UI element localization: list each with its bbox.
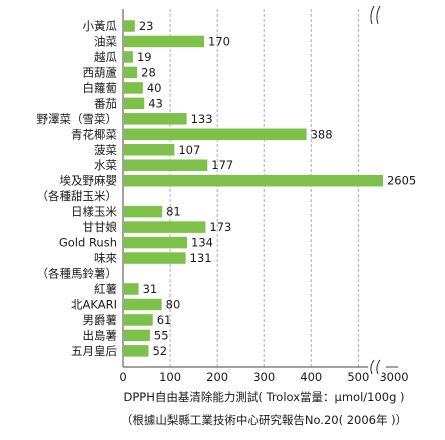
bar <box>124 314 153 326</box>
value-label: 173 <box>209 220 231 234</box>
bar <box>124 283 139 295</box>
category-label: 野澤菜（雪菜） <box>37 112 118 126</box>
value-label: 61 <box>157 313 172 327</box>
bar <box>124 144 175 156</box>
x-tick-label: 400 <box>300 370 322 384</box>
value-label: 19 <box>137 50 152 64</box>
category-label: 男爵薯 <box>83 313 118 327</box>
category-label: 味來 <box>94 251 117 265</box>
category-label: 日樣玉米 <box>71 205 117 219</box>
value-label: 131 <box>190 251 212 265</box>
x-tick-label: 200 <box>206 370 228 384</box>
value-label: 177 <box>211 158 233 172</box>
axis-break-top <box>376 5 381 25</box>
grid-lines <box>169 9 359 367</box>
value-label: 55 <box>154 328 169 342</box>
category-label: 青花椰菜 <box>71 127 117 141</box>
category-label: 白蘿蔔 <box>83 81 118 95</box>
value-label: 52 <box>152 344 167 358</box>
bar <box>124 205 163 218</box>
x-tick-label: 3000 <box>379 370 408 384</box>
category-label: 西葫蘆 <box>83 65 118 79</box>
category-label: 越瓜 <box>94 50 117 64</box>
category-label: 五月皇后 <box>71 344 117 358</box>
category-label: 油菜 <box>94 34 117 48</box>
category-label: 番茄 <box>94 96 117 110</box>
value-label: 2605 <box>387 174 416 188</box>
value-label: 170 <box>208 34 230 48</box>
bars <box>124 20 383 357</box>
category-label: 出島薯 <box>83 328 118 342</box>
value-label: 133 <box>191 112 213 126</box>
category-labels: 小黃瓜油菜越瓜西葫蘆白蘿蔔番茄野澤菜（雪菜）青花椰菜菠菜水菜埃及野麻嬰（各種甜玉… <box>37 19 118 358</box>
axis-break-top <box>370 5 375 25</box>
bar <box>124 221 206 233</box>
bar <box>124 236 188 249</box>
x-tick-label: 0 <box>119 370 126 384</box>
bar <box>124 329 150 342</box>
bar <box>124 159 208 171</box>
category-label: 紅薯 <box>94 282 117 296</box>
value-label: 134 <box>191 236 213 250</box>
bar <box>124 128 307 141</box>
bar <box>124 66 138 79</box>
x-axis-title: DPPH自由基清除能力測試( Trolox當量：μmol/100g ) <box>123 390 404 404</box>
bar <box>124 298 162 311</box>
x-axis: 0 100 200 300 400 500 3000 <box>119 9 409 384</box>
value-label: 81 <box>166 205 181 219</box>
axis-break-bottom <box>376 359 381 375</box>
category-label: 菠菜 <box>94 143 117 157</box>
value-label: 28 <box>141 65 156 79</box>
bar <box>124 20 135 32</box>
category-label: （各種甜玉米） <box>37 189 118 203</box>
value-label: 23 <box>139 19 154 33</box>
source-note: （根據山梨縣工業技術中心研究報告No.20( 2006年 )） <box>121 413 407 427</box>
x-tick-label: 300 <box>253 370 275 384</box>
category-label: 小黃瓜 <box>83 19 118 33</box>
value-label: 43 <box>148 96 163 110</box>
category-label: Gold Rush <box>59 236 117 250</box>
bar <box>124 82 143 94</box>
bar <box>124 252 186 264</box>
bar <box>124 345 149 357</box>
x-tick-label: 500 <box>347 370 369 384</box>
value-label: 31 <box>143 282 158 296</box>
category-label: 甘甘娘 <box>83 220 118 234</box>
bar <box>124 35 205 48</box>
value-label: 40 <box>147 81 162 95</box>
value-label: 107 <box>178 143 200 157</box>
bar <box>124 174 383 187</box>
value-label: 388 <box>311 127 333 141</box>
category-label: （各種馬鈴薯） <box>37 267 118 281</box>
x-tick-label: 100 <box>159 370 181 384</box>
value-label: 80 <box>166 297 181 311</box>
bar <box>124 97 145 110</box>
axis-break-bottom <box>370 359 375 375</box>
bar <box>124 113 187 125</box>
category-label: 埃及野麻嬰 <box>60 174 118 188</box>
category-label: 北AKARI <box>71 297 117 311</box>
bar <box>124 51 133 63</box>
axis-break-marks <box>370 5 382 375</box>
category-label: 水菜 <box>94 158 117 172</box>
